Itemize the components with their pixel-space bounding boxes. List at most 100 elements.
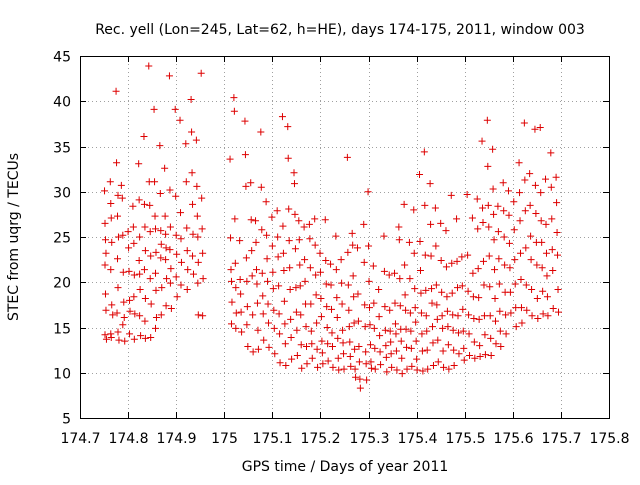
data-point [268,213,276,221]
data-point [333,314,341,322]
data-point [515,159,523,167]
data-point [448,259,456,267]
data-point [438,288,446,296]
data-point [485,223,493,231]
data-point [502,311,510,319]
data-point [253,299,261,307]
data-point [259,292,267,300]
data-point [199,249,207,257]
data-point [152,225,160,233]
data-point [401,261,409,269]
y-tick-label: 45 [53,50,71,66]
data-point [475,294,483,302]
data-point [199,312,207,320]
data-point [416,238,424,246]
data-point [177,235,185,243]
data-point [468,214,476,222]
data-point [516,189,524,197]
data-point [426,180,434,188]
data-point [146,201,154,209]
x-tick-label: 175.8 [589,431,629,447]
data-point [474,225,482,233]
data-point [129,223,137,231]
data-point [363,376,371,384]
grid-lines [80,56,609,418]
data-point [360,220,368,228]
data-point [518,319,526,327]
data-point [382,353,390,361]
data-point [125,244,133,252]
data-point [537,189,545,197]
data-point [189,200,197,208]
data-point [339,339,347,347]
data-point [112,87,120,95]
data-point [492,340,500,348]
data-point [526,170,534,178]
data-point [130,335,138,343]
data-point [538,238,546,246]
data-point [502,330,510,338]
data-point [321,216,329,224]
x-tick-label: 175.1 [252,431,292,447]
data-point [157,227,165,235]
data-point [135,160,143,168]
data-point [434,336,442,344]
data-point [328,305,336,313]
data-point [547,183,555,191]
data-point [381,326,389,334]
data-point [287,315,295,323]
data-point [495,280,503,288]
data-point [506,264,514,272]
data-point [470,314,478,322]
data-point [396,302,404,310]
data-point [172,231,180,239]
data-point [367,364,375,372]
x-tick-label: 175 [211,431,238,447]
data-point [147,252,155,260]
data-point [522,244,530,252]
data-point [344,248,352,256]
data-point [366,304,374,312]
data-point [141,223,149,231]
data-point [542,220,550,228]
data-point [345,306,353,314]
data-point [395,223,403,231]
data-point [344,281,352,289]
data-point [527,256,535,264]
data-point [496,307,504,315]
data-point [130,271,138,279]
data-point [450,362,458,370]
data-point [501,261,509,269]
data-point [380,232,388,240]
data-point [301,256,309,264]
data-point [279,222,287,230]
data-point [355,343,363,351]
data-point [392,330,400,338]
data-point [101,219,109,227]
data-point [117,181,125,189]
data-point [292,308,300,316]
data-point [140,200,148,208]
data-point [416,266,424,274]
data-point [113,159,121,167]
data-point [252,266,260,274]
data-point [539,287,547,295]
data-point [313,345,321,353]
data-point [497,343,505,351]
data-points [101,62,563,392]
data-point [285,205,293,213]
data-point [275,282,283,290]
data-point [313,319,321,327]
data-point [489,145,497,153]
data-point [450,346,458,354]
data-point [544,312,552,320]
data-point [125,267,133,275]
data-point [418,347,426,355]
data-point [332,232,340,240]
data-point [542,249,550,257]
data-point [252,238,260,246]
data-point [442,263,450,271]
data-point [429,339,437,347]
data-point [311,241,319,249]
data-point [157,311,165,319]
